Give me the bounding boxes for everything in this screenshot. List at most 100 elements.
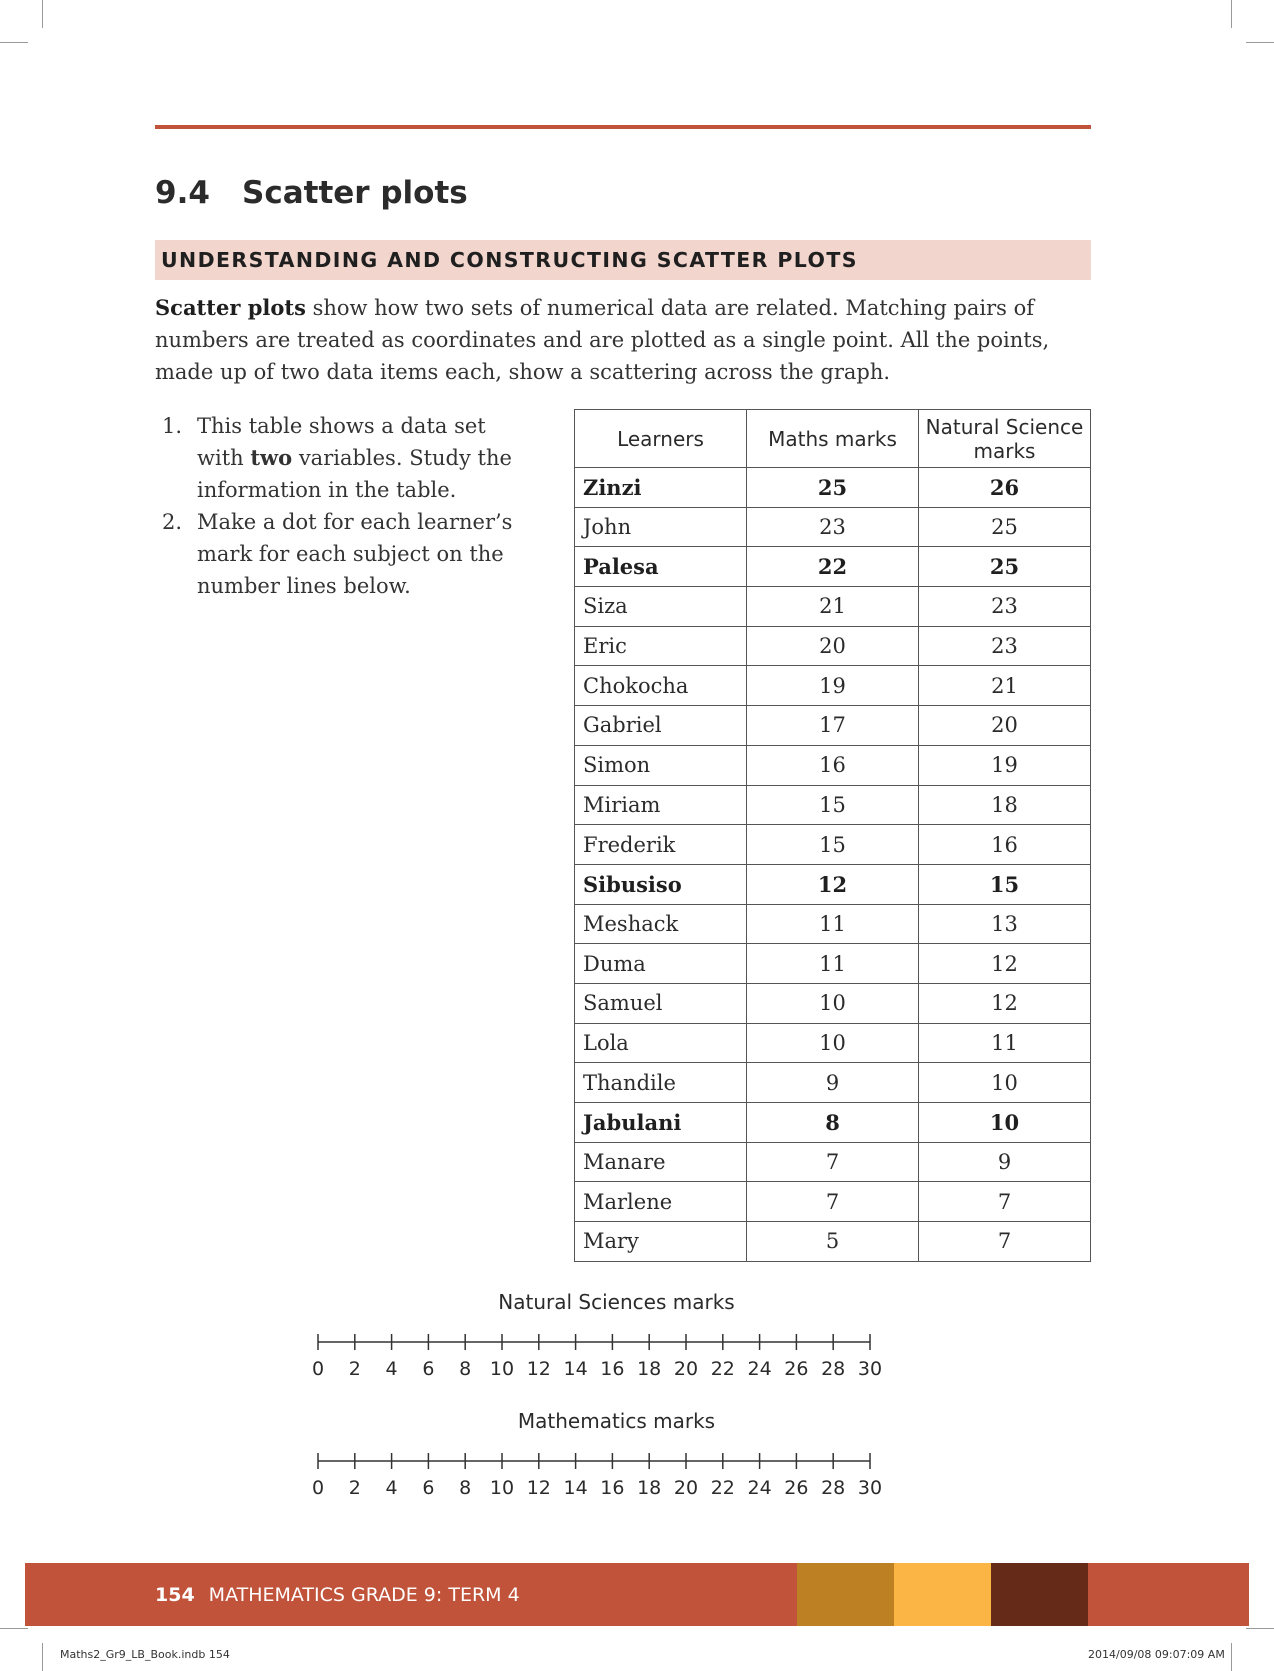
tick-label: 10 xyxy=(490,1477,514,1499)
tick-label: 30 xyxy=(858,1358,882,1380)
tick-label: 24 xyxy=(748,1477,772,1499)
table-header-row: Learners Maths marks Natural Science mar… xyxy=(574,409,1091,468)
table-row: Palesa 22 25 xyxy=(574,546,1091,588)
table-row: Mary 5 7 xyxy=(574,1221,1091,1262)
maths-mark-cell: 5 xyxy=(746,1221,919,1262)
crop-mark xyxy=(0,1628,28,1629)
learner-name-cell: Miriam xyxy=(574,784,747,826)
footer-title: MATHEMATICS GRADE 9: TERM 4 xyxy=(208,1583,520,1606)
tick-label: 6 xyxy=(422,1477,434,1499)
color-swatch xyxy=(991,1563,1088,1626)
table-row: Chokocha 19 21 xyxy=(574,665,1091,707)
section-title-text: Scatter plots xyxy=(242,175,468,211)
table-row: Eric 20 23 xyxy=(574,625,1091,667)
learner-name-cell: Thandile xyxy=(574,1062,747,1103)
tick-label: 22 xyxy=(711,1477,735,1499)
number-line-svg: 0 2 4 6 8 10 12 14 16 18 20 22 24 26 28 30 xyxy=(312,1334,882,1380)
science-mark-cell: 25 xyxy=(918,546,1091,588)
header-maths: Maths marks xyxy=(746,409,919,468)
tick-label: 20 xyxy=(674,1477,698,1499)
crop-mark xyxy=(42,0,43,28)
section-number: 9.4 xyxy=(155,175,210,211)
instructions-list: 1. This table shows a data set with two … xyxy=(162,410,522,602)
crop-mark xyxy=(0,42,28,43)
maths-mark-cell: 12 xyxy=(746,863,919,905)
maths-mark-cell: 10 xyxy=(746,982,919,1024)
maths-mark-cell: 21 xyxy=(746,586,919,627)
science-mark-cell: 21 xyxy=(918,665,1091,707)
science-mark-cell: 13 xyxy=(918,903,1091,945)
instruction-number: 1. xyxy=(162,414,183,438)
tick-label: 22 xyxy=(711,1358,735,1380)
tick-label: 14 xyxy=(564,1358,588,1380)
maths-mark-cell: 20 xyxy=(746,625,919,667)
number-line-svg: 0 2 4 6 8 10 12 14 16 18 20 22 24 26 28 30 xyxy=(312,1453,882,1499)
learner-name-cell: Duma xyxy=(574,943,747,984)
tick-label: 4 xyxy=(386,1358,398,1380)
tick-label: 20 xyxy=(674,1358,698,1380)
instruction-item: 2. Make a dot for each learner’s mark fo… xyxy=(162,506,522,602)
science-mark-cell: 18 xyxy=(918,784,1091,826)
maths-mark-cell: 7 xyxy=(746,1181,919,1223)
science-mark-cell: 9 xyxy=(918,1141,1091,1183)
maths-mark-cell: 22 xyxy=(746,546,919,588)
instruction-text-part: Make a dot for each learner’s mark for e… xyxy=(197,510,513,598)
table-row: Simon 16 19 xyxy=(574,744,1091,786)
number-line-science: Natural Sciences marks 0 2 4 6 8 10 12 14 16 18 20… xyxy=(300,1290,940,1380)
learner-name-cell: Sibusiso xyxy=(574,863,747,905)
tick-label: 4 xyxy=(386,1477,398,1499)
tick-label: 24 xyxy=(748,1358,772,1380)
tick-label: 10 xyxy=(490,1358,514,1380)
crop-mark xyxy=(1231,0,1232,28)
learner-name-cell: Meshack xyxy=(574,903,747,945)
learner-name-cell: Simon xyxy=(574,744,747,786)
tick-label: 2 xyxy=(349,1358,361,1380)
science-mark-cell: 19 xyxy=(918,744,1091,786)
learner-name-cell: Mary xyxy=(574,1221,747,1262)
tick-label: 2 xyxy=(349,1477,361,1499)
table-row: John 23 25 xyxy=(574,506,1091,548)
header-learners: Learners xyxy=(574,409,747,468)
learner-name-cell: Palesa xyxy=(574,546,747,588)
table-row: Lola 10 11 xyxy=(574,1022,1091,1064)
science-mark-cell: 15 xyxy=(918,863,1091,905)
table-row: Manare 7 9 xyxy=(574,1141,1091,1183)
tick-label: 12 xyxy=(527,1477,551,1499)
intro-paragraph: Scatter plots show how two sets of numer… xyxy=(155,292,1055,388)
instruction-item: 1. This table shows a data set with two … xyxy=(162,410,522,506)
tick-label: 18 xyxy=(637,1477,661,1499)
science-mark-cell: 10 xyxy=(918,1102,1091,1143)
footer-label: 154 MATHEMATICS GRADE 9: TERM 4 xyxy=(155,1563,520,1626)
learner-name-cell: Manare xyxy=(574,1141,747,1183)
top-rule xyxy=(155,125,1091,129)
tick-label: 12 xyxy=(527,1358,551,1380)
tick-label: 28 xyxy=(821,1358,845,1380)
page-number: 154 xyxy=(155,1583,195,1606)
tick-label: 18 xyxy=(637,1358,661,1380)
science-mark-cell: 26 xyxy=(918,467,1091,508)
table-row: Samuel 10 12 xyxy=(574,982,1091,1024)
tick-label: 26 xyxy=(784,1477,808,1499)
marks-table: Learners Maths marks Natural Science mar… xyxy=(574,409,1091,1262)
table-row: Duma 11 12 xyxy=(574,943,1091,984)
science-mark-cell: 25 xyxy=(918,506,1091,548)
table-body: Zinzi 25 26 John 23 25 Palesa 22 25 Siza 21 23 Eric 2… xyxy=(574,467,1091,1262)
maths-mark-cell: 23 xyxy=(746,506,919,548)
topic-banner-text: UNDERSTANDING AND CONSTRUCTING SCATTER P… xyxy=(161,248,858,272)
table-row: Thandile 9 10 xyxy=(574,1062,1091,1103)
learner-name-cell: Eric xyxy=(574,625,747,667)
maths-mark-cell: 25 xyxy=(746,467,919,508)
table-row: Jabulani 8 10 xyxy=(574,1102,1091,1143)
intro-term: Scatter plots xyxy=(155,295,306,320)
tick-label: 14 xyxy=(564,1477,588,1499)
crop-mark xyxy=(42,1643,43,1671)
science-mark-cell: 20 xyxy=(918,705,1091,746)
learner-name-cell: Jabulani xyxy=(574,1102,747,1143)
table-row: Frederik 15 16 xyxy=(574,824,1091,865)
table-row: Marlene 7 7 xyxy=(574,1181,1091,1223)
learner-name-cell: Frederik xyxy=(574,824,747,865)
number-line-maths: Mathematics marks 0 2 4 6 8 10 12 14 16 18 20 22 24 2… xyxy=(300,1409,940,1499)
learner-name-cell: Gabriel xyxy=(574,705,747,746)
topic-banner: UNDERSTANDING AND CONSTRUCTING SCATTER P… xyxy=(155,240,1091,280)
color-swatch xyxy=(797,1563,894,1626)
